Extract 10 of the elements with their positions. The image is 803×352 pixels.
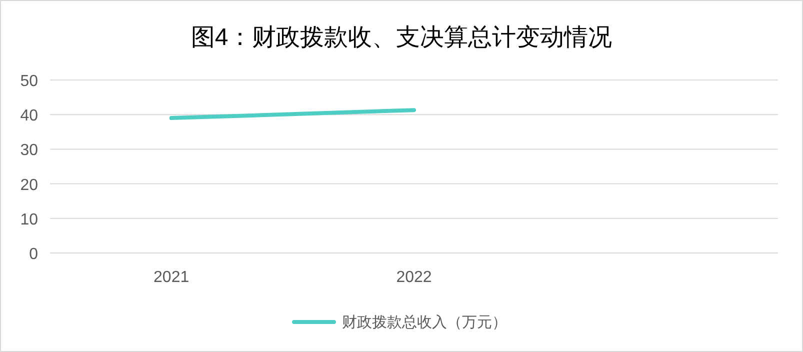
- y-tick-label: 0: [29, 246, 38, 263]
- legend-label: 财政拨款总收入（万元）: [342, 314, 507, 331]
- y-tick-label: 50: [20, 73, 38, 90]
- y-tick-label: 10: [20, 211, 38, 228]
- y-tick-label: 40: [20, 108, 38, 125]
- y-tick-label: 30: [20, 142, 38, 160]
- x-tick-label: 2022: [396, 269, 432, 286]
- y-tick-label: 20: [20, 176, 38, 194]
- chart-title: 图4：财政拨款收、支决算总计变动情况: [190, 24, 612, 51]
- x-tick-label: 2021: [154, 269, 190, 286]
